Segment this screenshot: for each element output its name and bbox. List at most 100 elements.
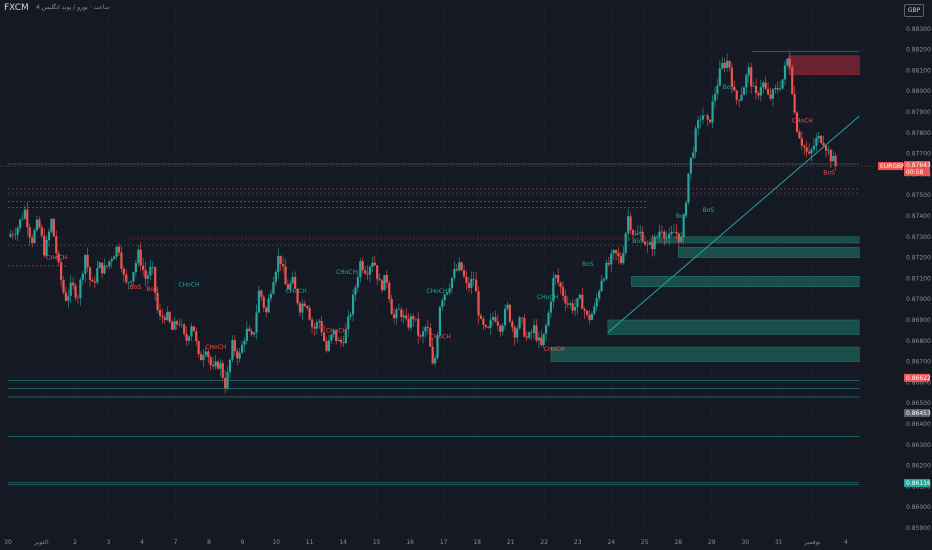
candle-body (371, 262, 374, 267)
candle-body (296, 288, 299, 304)
candle (682, 213, 685, 245)
candle-body (105, 265, 109, 267)
candle-body (759, 87, 762, 96)
candle-body (272, 282, 275, 294)
candle (629, 212, 632, 235)
candle (723, 58, 726, 73)
candle-body (458, 262, 461, 271)
candle (72, 277, 75, 291)
candle (98, 261, 101, 269)
candle (516, 325, 519, 343)
candle-body (554, 275, 557, 279)
candle-body (426, 327, 429, 329)
price-tick-label: 0.87400 (906, 213, 931, 220)
candle-body (93, 281, 96, 283)
candle (62, 276, 65, 295)
candle (173, 316, 176, 331)
candle (359, 258, 362, 283)
candle-body (96, 268, 99, 283)
candle-body (417, 318, 420, 336)
candle (366, 265, 369, 280)
candle-body (380, 280, 384, 291)
time-tick-label: 16 (406, 539, 414, 546)
price-tick-label: 0.88300 (906, 26, 931, 33)
candle (663, 229, 666, 246)
price-axis[interactable]: 0.88300 0.88200 0.88100 0.88000 0.87900 0.878… (906, 26, 931, 532)
candle-body (28, 227, 31, 238)
current-price-tag (904, 161, 930, 177)
candle (523, 314, 526, 338)
candle (197, 340, 200, 358)
candle (31, 234, 34, 248)
candle (320, 315, 323, 337)
candle-body (146, 275, 150, 279)
candle-body (81, 273, 84, 280)
candle-body (212, 365, 215, 367)
candle-body (409, 316, 413, 328)
symbol-title[interactable]: FXCM (4, 3, 29, 13)
candle (156, 287, 159, 314)
candle (45, 236, 48, 258)
candle-body (472, 279, 475, 280)
candle-body (600, 280, 603, 292)
candle (776, 81, 779, 94)
candle-body (634, 234, 637, 236)
candle-body (571, 303, 574, 311)
candle (255, 304, 258, 340)
candle (426, 320, 429, 335)
candle-body (754, 85, 758, 94)
structure-label: CHoCH (336, 269, 357, 276)
candle-body (45, 239, 48, 256)
candle-body (465, 276, 468, 283)
candle (79, 277, 82, 307)
candle-body (812, 145, 816, 150)
candle (322, 325, 326, 342)
candle (117, 242, 121, 256)
time-tick-label: 14 (339, 539, 347, 546)
candle-body (175, 321, 179, 325)
candle-body (709, 119, 712, 123)
candle (605, 259, 608, 281)
candle (791, 64, 794, 96)
candle-body (795, 112, 799, 132)
candle (660, 225, 664, 235)
candle-body (598, 291, 601, 299)
candle (376, 265, 379, 286)
candle-body (253, 332, 256, 335)
time-tick-label: 17 (440, 539, 448, 546)
currency-button[interactable]: GBP (904, 4, 924, 17)
structure-label: CHoCH (205, 344, 226, 351)
candle-body (834, 155, 837, 167)
candle (747, 62, 750, 84)
candle-body (185, 333, 188, 341)
candle-body (535, 325, 538, 341)
candle (475, 271, 478, 292)
candle-body (752, 85, 755, 87)
candle-body (786, 58, 789, 66)
price-tick-label: 0.86900 (906, 317, 931, 324)
candle (127, 281, 130, 290)
candle-body (108, 261, 111, 267)
candle-body (544, 325, 548, 334)
candle (38, 216, 41, 229)
time-axis[interactable]: 30 اکتوبر 2 3 4 7 8 9 10 11 14 15 16 17 18 21 22 23 24 25 28… (4, 539, 848, 546)
time-tick-label: 18 (473, 539, 481, 546)
candle-body (231, 340, 234, 360)
candle (735, 89, 738, 105)
candle (103, 258, 106, 275)
candle (185, 326, 188, 346)
candle-body (803, 145, 806, 148)
candle-body (262, 296, 265, 308)
candle-body (21, 218, 24, 220)
candle-body (265, 307, 268, 313)
candle (74, 282, 77, 301)
candle-body (557, 275, 560, 283)
candle-body (173, 321, 176, 330)
candle (549, 299, 553, 319)
candle (477, 286, 480, 324)
candle-body (684, 202, 688, 216)
candle (766, 82, 770, 96)
candle (525, 331, 528, 342)
